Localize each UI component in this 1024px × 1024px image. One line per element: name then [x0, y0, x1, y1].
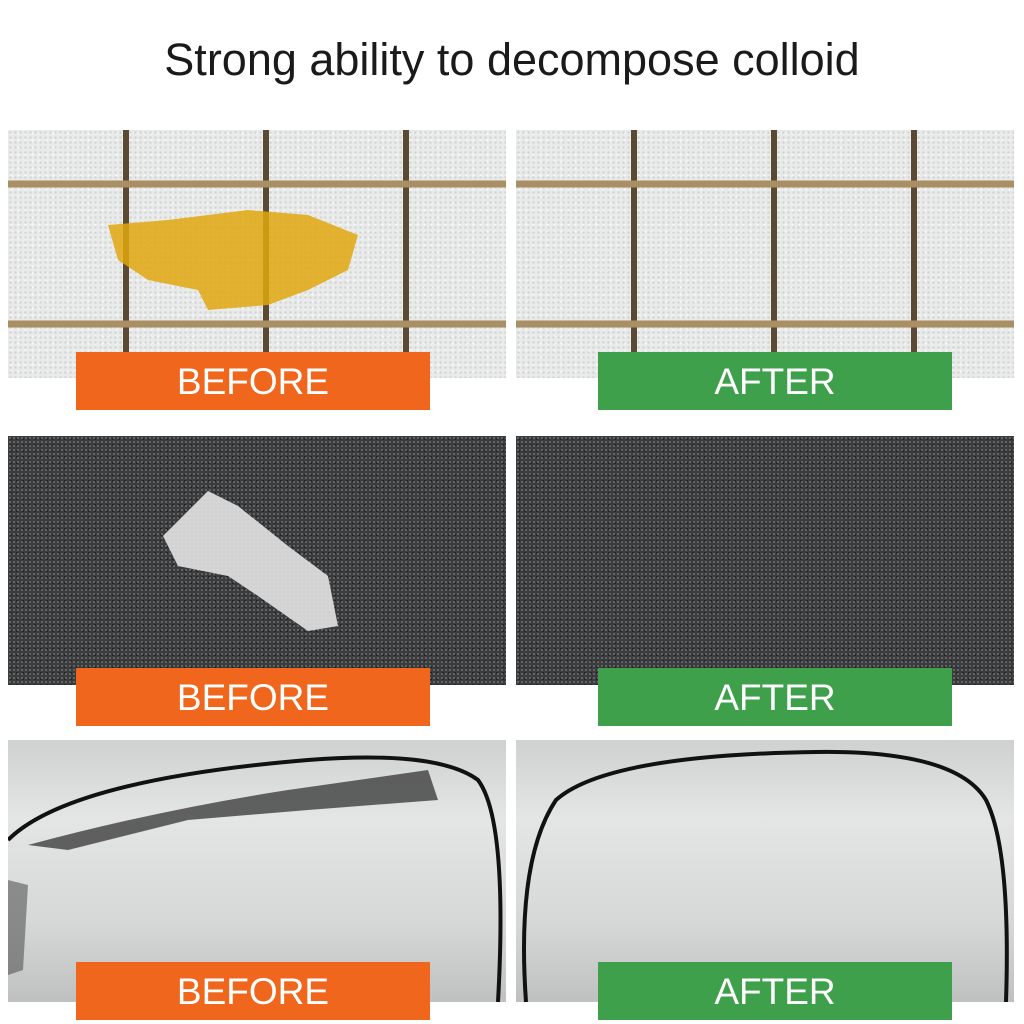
- car-before-image: [8, 740, 506, 1002]
- after-label: AFTER: [598, 962, 952, 1020]
- car-after-image: [516, 740, 1014, 1002]
- tile-before-image: [8, 130, 506, 378]
- before-label: BEFORE: [76, 668, 430, 726]
- before-label: BEFORE: [76, 962, 430, 1020]
- asphalt-after-image: [516, 436, 1014, 685]
- after-label: AFTER: [598, 668, 952, 726]
- after-label: AFTER: [598, 352, 952, 410]
- asphalt-before-image: [8, 436, 506, 685]
- before-label: BEFORE: [76, 352, 430, 410]
- page-title: Strong ability to decompose colloid: [164, 34, 860, 85]
- tile-after-image: [516, 130, 1014, 378]
